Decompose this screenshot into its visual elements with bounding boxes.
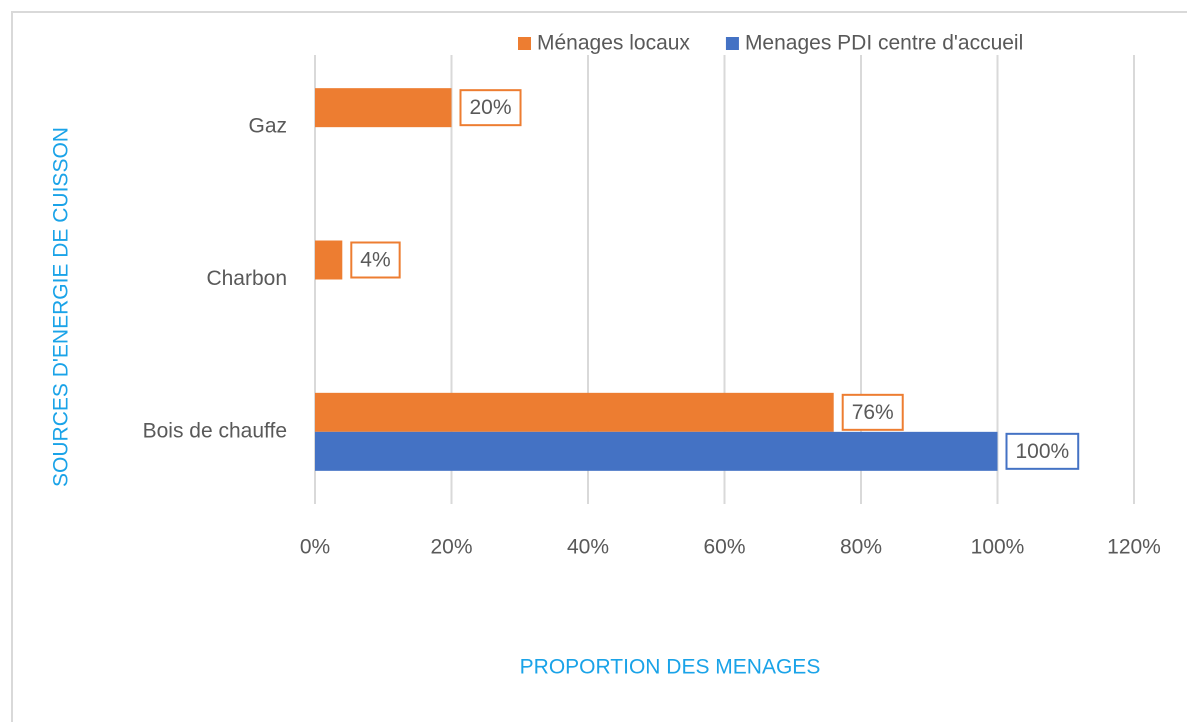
bar: [315, 431, 998, 471]
data-label-box: [841, 393, 904, 431]
x-axis-title: PROPORTION DES MENAGES: [520, 656, 821, 679]
y-axis-title: SOURCES D'ENERGIE DE CUISSON: [50, 127, 73, 487]
legend-label: Menages PDI centre d'accueil: [745, 32, 1023, 55]
x-tick-label: 100%: [971, 536, 1025, 559]
y-tick-label: Bois de chauffe: [143, 419, 287, 442]
y-tick-label: Charbon: [206, 267, 287, 290]
data-label-box: [1005, 432, 1080, 470]
legend-swatch: [518, 37, 531, 50]
x-tick-label: 20%: [430, 536, 472, 559]
data-label-box: [350, 241, 401, 279]
bar: [315, 88, 452, 128]
data-label: 20%: [470, 96, 512, 119]
data-label: 76%: [852, 401, 894, 424]
x-tick-label: 60%: [703, 536, 745, 559]
x-tick-label: 80%: [840, 536, 882, 559]
x-tick-label: 40%: [567, 536, 609, 559]
data-label-box: [459, 89, 522, 127]
y-tick-label: Gaz: [248, 115, 287, 138]
x-tick-label: 0%: [300, 536, 330, 559]
legend-label: Ménages locaux: [537, 32, 690, 55]
chart-border: [11, 11, 1187, 722]
legend-swatch: [725, 37, 739, 50]
bar: [315, 240, 343, 280]
x-tick-label: 120%: [1107, 536, 1161, 559]
bar: [315, 392, 834, 432]
data-label: 4%: [360, 249, 390, 272]
data-label: 100%: [1016, 440, 1070, 463]
